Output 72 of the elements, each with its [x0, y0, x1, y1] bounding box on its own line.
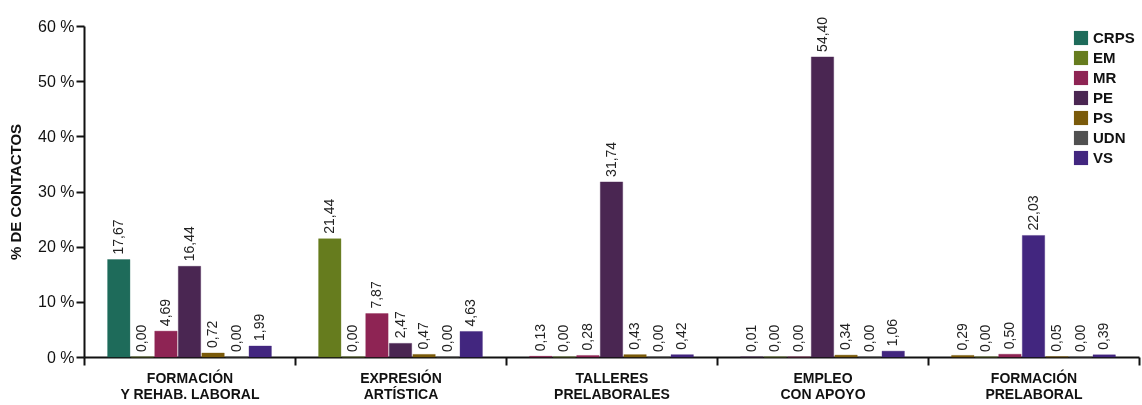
data-label: 22,03: [1024, 195, 1041, 231]
data-label: 0,00: [766, 324, 783, 352]
y-tick-label: 0 %: [46, 348, 75, 366]
data-label: 0,00: [227, 324, 244, 352]
bar: [412, 353, 436, 358]
y-tick-label: 50 %: [38, 72, 75, 90]
data-label: 0,50: [1000, 321, 1017, 350]
bar: [599, 181, 624, 358]
y-tick-label: 10 %: [38, 293, 75, 311]
data-label: 0,47: [415, 321, 432, 350]
y-axis-title: % DE CONTACTOS: [7, 123, 25, 261]
data-label: 16,44: [180, 226, 197, 262]
bar: [201, 352, 225, 358]
data-label: 0,00: [555, 324, 572, 352]
data-label: 0,43: [626, 322, 643, 350]
data-label: 0,29: [953, 322, 970, 351]
bar: [459, 330, 483, 358]
data-label: 4,63: [462, 299, 479, 327]
bar: [810, 56, 835, 358]
bar: [388, 342, 413, 358]
x-tick-label: EMPLEO CON APOYO: [780, 369, 866, 402]
data-label: 0,01: [742, 324, 759, 352]
data-label: 0,00: [1071, 324, 1088, 352]
data-label: 0,00: [649, 324, 666, 352]
legend-label: PS: [1093, 109, 1114, 126]
bar: [177, 265, 202, 358]
legend-label: EM: [1093, 49, 1116, 66]
bar: [154, 330, 178, 358]
y-tick-label: 30 %: [38, 183, 75, 200]
bar: [1092, 354, 1116, 358]
y-tick-label: 40 %: [38, 127, 75, 145]
data-label: 0,00: [438, 324, 455, 352]
legend-label: UDN: [1093, 129, 1126, 146]
x-tick-label: FORMACIÓN Y REHAB. LABORAL: [120, 368, 260, 402]
data-label: 1,99: [251, 313, 268, 342]
bar: [365, 313, 389, 358]
data-label: 0,34: [837, 322, 854, 351]
data-label: 0,00: [860, 324, 877, 352]
legend-label: MR: [1093, 69, 1117, 86]
bar: [998, 353, 1022, 358]
data-label: 0,00: [344, 324, 361, 352]
bar: [623, 354, 647, 358]
bar: [670, 354, 694, 358]
data-label: 2,47: [391, 310, 408, 339]
data-label: 0,39: [1095, 322, 1112, 350]
data-label: 0,28: [578, 322, 595, 351]
data-label: 0,05: [1048, 324, 1065, 352]
legend-label: PE: [1093, 89, 1114, 106]
data-label: 0,42: [673, 322, 690, 350]
y-tick-label: 60 %: [38, 17, 75, 35]
data-label: 0,00: [133, 324, 150, 352]
data-label: 31,74: [602, 141, 619, 177]
data-label: 17,67: [109, 219, 126, 255]
bar: [248, 345, 272, 358]
x-tick-label: FORMACIÓN PRELABORAL: [985, 368, 1084, 402]
bar: [881, 350, 905, 358]
data-label: 4,69: [156, 298, 173, 327]
legend-label: VS: [1093, 149, 1114, 166]
data-label: 0,00: [977, 324, 994, 352]
bar: [318, 238, 342, 358]
data-label: 0,13: [531, 323, 548, 352]
data-label: 21,44: [320, 198, 337, 234]
bar: [107, 259, 131, 358]
data-label: 0,72: [204, 320, 221, 349]
y-tick-label: 20 %: [38, 238, 75, 256]
x-tick-label: EXPRESIÓN ARTÍSTICA: [360, 368, 442, 402]
data-label: 7,87: [367, 281, 384, 309]
legend-label: CRPS: [1093, 29, 1135, 46]
data-label: 54,40: [813, 16, 830, 52]
data-label: 0,00: [789, 324, 806, 352]
data-label: 1,06: [884, 318, 901, 347]
x-tick-label: TALLERES PRELABORALES: [554, 369, 670, 402]
